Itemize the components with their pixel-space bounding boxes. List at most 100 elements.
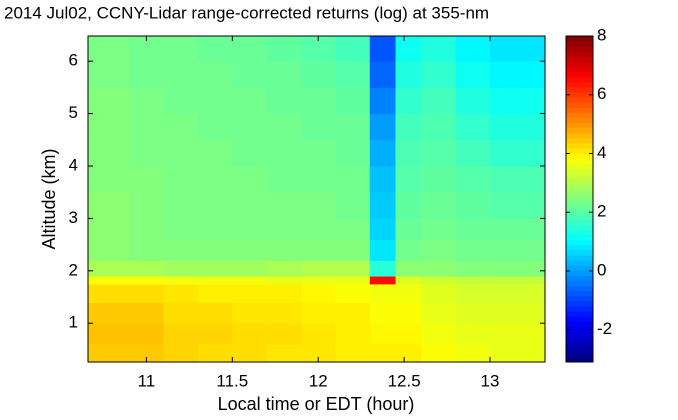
heat-cell (301, 87, 336, 115)
heat-cell (129, 165, 165, 193)
heat-cell (266, 61, 302, 88)
heat-cell (266, 239, 302, 261)
heat-cell (266, 139, 302, 167)
colorbar-swatch (566, 311, 593, 317)
colorbar-swatch (566, 321, 593, 327)
heat-cell (369, 61, 397, 88)
heat-cell (88, 218, 130, 240)
colorbar-swatch (566, 36, 593, 42)
colorbar-swatch (566, 356, 593, 363)
colorbar-swatch (566, 81, 593, 88)
x-axis-label: Local time or EDT (hour) (218, 394, 415, 414)
colorbar-swatch (566, 336, 593, 343)
heat-cell (369, 139, 397, 167)
heat-cell (129, 260, 165, 277)
colorbar-swatch (566, 214, 593, 220)
heat-cell (129, 344, 165, 363)
colorbar-swatch (566, 290, 593, 297)
heat-cell (232, 260, 268, 277)
colorbar-swatch (566, 148, 593, 154)
colorbar-tick-label: 2 (597, 202, 606, 221)
x-tick-label: 11.5 (216, 371, 248, 390)
colorbar-swatch (566, 97, 593, 103)
heat-cell (369, 302, 397, 324)
colorbar-swatch (566, 183, 593, 190)
heat-cell (335, 61, 371, 88)
heat-cell (88, 61, 130, 88)
colorbar-tick-label: 0 (597, 260, 606, 279)
heat-cell (455, 283, 491, 303)
heat-cell (335, 323, 371, 345)
heat-cell (163, 36, 199, 62)
heat-cell (301, 260, 336, 277)
heat-cell (266, 36, 302, 62)
colorbar-swatch (566, 163, 593, 169)
colorbar-swatch (566, 305, 593, 312)
heat-cell (266, 87, 302, 115)
heat-cell (395, 323, 422, 345)
colorbar-swatch (566, 173, 593, 180)
heat-cell (395, 260, 422, 277)
colorbar-swatch (566, 56, 593, 62)
colorbar-swatch (566, 249, 593, 256)
heat-cell (369, 276, 397, 285)
heat-cell (197, 344, 233, 363)
heat-cell (197, 113, 233, 141)
heat-cell (335, 239, 371, 261)
heat-cell (197, 218, 233, 240)
colorbar-swatch (566, 341, 593, 348)
heat-cell (455, 323, 491, 345)
colorbar-swatch (566, 117, 593, 124)
colorbar-swatch (566, 270, 593, 276)
heat-cell (421, 283, 457, 303)
colorbar-swatch (566, 92, 593, 98)
heat-cell (490, 61, 546, 88)
heat-cell (421, 344, 457, 363)
colorbar-frame (565, 35, 594, 363)
colorbar-swatch (566, 224, 593, 231)
heat-cell (369, 344, 397, 363)
heat-cell (163, 260, 199, 277)
colorbar-swatch (566, 229, 593, 236)
colorbar-swatch (566, 219, 593, 225)
heat-cell (455, 139, 491, 167)
heat-cell (421, 192, 457, 219)
heat-cell (369, 283, 397, 303)
heat-cell (88, 283, 130, 303)
heat-cell (490, 87, 546, 115)
colorbar-swatch (566, 260, 593, 266)
heat-cell (88, 192, 130, 219)
y-tick-label: 1 (69, 313, 78, 332)
heat-cell (421, 260, 457, 277)
heat-cell (301, 302, 336, 324)
x-tick-label: 13 (481, 371, 500, 390)
colorbar-swatch (566, 316, 593, 322)
heat-cell (490, 323, 546, 345)
heat-cell (421, 36, 457, 62)
heat-cell (369, 260, 397, 277)
heat-cell (88, 302, 130, 324)
heat-cell (490, 239, 546, 261)
y-tick-label: 4 (69, 155, 78, 174)
colorbar-swatch (566, 142, 593, 149)
heat-cell (232, 165, 268, 193)
heat-cell (421, 165, 457, 193)
heat-cell (163, 165, 199, 193)
heat-cell (88, 323, 130, 345)
heat-cell (232, 113, 268, 141)
colorbar-swatch (566, 280, 593, 287)
heat-cell (197, 165, 233, 193)
heat-cell (301, 165, 336, 193)
heat-cell (197, 192, 233, 219)
heat-cell (197, 36, 233, 62)
colorbar-swatch (566, 46, 593, 52)
colorbar-swatch (566, 132, 593, 139)
heat-cell (395, 36, 422, 62)
heat-cell (88, 260, 130, 277)
heat-cell (88, 344, 130, 363)
heat-cell (88, 139, 130, 167)
colorbar-swatch (566, 255, 593, 261)
heat-cell (421, 302, 457, 324)
colorbar-swatch (566, 137, 593, 144)
heat-cell (395, 302, 422, 324)
